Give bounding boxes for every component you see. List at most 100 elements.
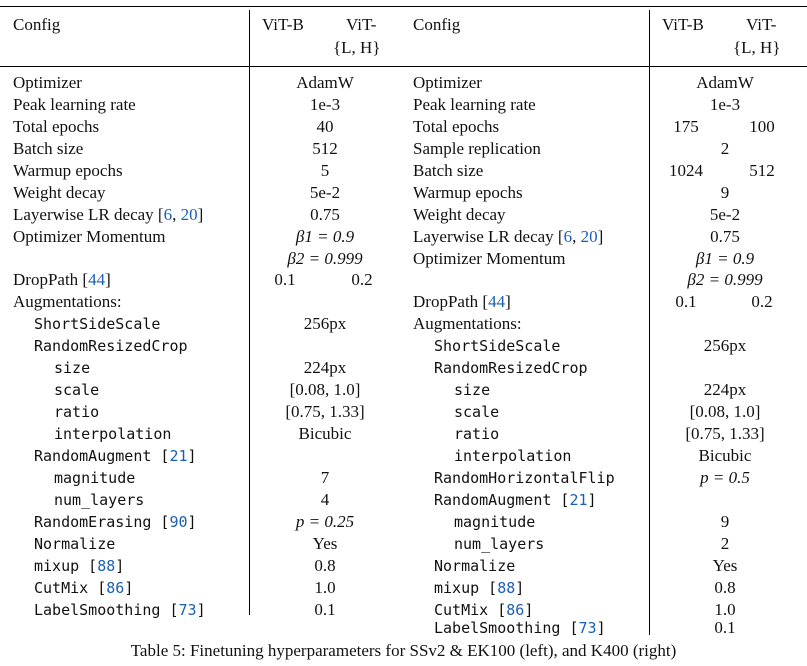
table-cell-value: 9	[720, 512, 730, 531]
label-text: mixup [	[434, 579, 498, 597]
table-row-label: RandomAugment [21]	[434, 489, 597, 511]
table-row-label: Optimizer Momentum	[413, 249, 566, 268]
label-bracket: ]	[115, 557, 125, 575]
table-cell-value: β1 = 0.9	[695, 249, 755, 268]
table-cell-value: 2	[720, 139, 730, 158]
citation-link[interactable]: 86	[506, 601, 525, 619]
table-row-label: ratio	[454, 425, 500, 443]
table-cell-value: 0.8	[714, 578, 736, 597]
citation-link[interactable]: 88	[97, 557, 116, 575]
citation-link[interactable]: 44	[88, 270, 106, 289]
left-header-config: Config	[13, 15, 61, 34]
table-cell-value: 1.0	[714, 600, 736, 619]
table-row-label: Weight decay	[413, 205, 506, 224]
citation-link[interactable]: 90	[169, 513, 188, 531]
table-cell-value-vitb: 0.1	[675, 292, 697, 311]
citation-link[interactable]: 73	[178, 601, 197, 619]
label-text: Layerwise LR decay [	[413, 227, 564, 246]
table-row-label: CutMix [86]	[34, 577, 133, 599]
label-text: RandomAugment [	[34, 447, 170, 465]
table-cell-value: β2 = 0.999	[287, 249, 363, 268]
citation-link[interactable]: 21	[169, 447, 188, 465]
left-header-vitb: ViT-B	[262, 15, 304, 34]
label-bracket: ]	[187, 513, 197, 531]
table-cell-value: 9	[720, 183, 730, 202]
label-bracket: ]	[515, 579, 525, 597]
table-cell-value: 0.75	[310, 205, 340, 224]
table-cell-value: AdamW	[296, 73, 354, 92]
label-bracket: ]	[524, 601, 534, 619]
citation-link[interactable]: 73	[578, 619, 597, 637]
table-row-label: Layerwise LR decay [6, 20]	[13, 204, 203, 226]
left-column-divider	[249, 10, 250, 615]
label-bracket: ]	[596, 619, 606, 637]
citation-link[interactable]: 6	[563, 227, 573, 246]
table-cell-value-vitb: 175	[673, 117, 699, 136]
table-row-label: DropPath [44]	[13, 269, 111, 291]
table-row-label: RandomResizedCrop	[434, 359, 588, 377]
table-row-label: RandomHorizontalFlip	[434, 469, 615, 487]
table-row-label: interpolation	[454, 447, 572, 465]
right-header-config: Config	[413, 15, 461, 34]
label-sep: ,	[572, 227, 581, 246]
label-text: mixup [	[34, 557, 98, 575]
table-cell-value: Yes	[712, 556, 738, 575]
table-row-label: Optimizer	[13, 73, 82, 92]
label-sep: ,	[172, 205, 181, 224]
table-row-label: LabelSmoothing [73]	[434, 617, 606, 639]
header-rule	[0, 66, 807, 67]
citation-link[interactable]: 20	[580, 227, 598, 246]
table-cell-value: Yes	[312, 534, 338, 553]
table-row-label: LabelSmoothing [73]	[34, 599, 206, 621]
right-header-vitb: ViT-B	[662, 15, 704, 34]
table-cell-value: 5e-2	[309, 183, 341, 202]
label-bracket: ]	[587, 491, 597, 509]
table-row-label: Layerwise LR decay [6, 20]	[413, 226, 603, 248]
table-cell-value: p = 0.5	[700, 468, 750, 487]
table-cell-value: 40	[316, 117, 334, 136]
table-row-label: num_layers	[54, 491, 145, 509]
table-row-label: Optimizer Momentum	[13, 227, 166, 246]
table-row-label: Total epochs	[13, 117, 100, 136]
citation-link[interactable]: 86	[106, 579, 125, 597]
table-cell-value: 512	[312, 139, 338, 158]
table-row-label: Augmentations:	[413, 314, 522, 333]
table-cell-value: Bicubic	[298, 424, 352, 443]
label-text: DropPath [	[13, 270, 89, 289]
citation-link[interactable]: 44	[488, 292, 506, 311]
table-row-label: Batch size	[413, 161, 484, 180]
label-bracket: ]	[124, 579, 134, 597]
left-header-vitl-line2: {L, H}	[333, 38, 381, 57]
label-text: CutMix [	[34, 579, 107, 597]
table-cell-value: [0.08, 1.0]	[289, 380, 361, 399]
table-cell-value: 0.75	[710, 227, 740, 246]
table-row-label: RandomAugment [21]	[34, 445, 197, 467]
table-row-label: ratio	[54, 403, 100, 421]
table-row-label: Normalize	[34, 535, 116, 553]
table-cell-value: 7	[320, 468, 330, 487]
label-bracket: ]	[197, 205, 204, 224]
table-row-label: magnitude	[454, 513, 536, 531]
table-row-label: Warmup epochs	[413, 183, 523, 202]
citation-link[interactable]: 20	[180, 205, 198, 224]
table-row-label: mixup [88]	[434, 577, 524, 599]
table-row-label: mixup [88]	[34, 555, 124, 577]
table-row-label: num_layers	[454, 535, 545, 553]
table-row-label: ShortSideScale	[434, 337, 561, 355]
table-cell-value: Bicubic	[698, 446, 752, 465]
table-cell-value: [0.08, 1.0]	[689, 402, 761, 421]
table-cell-value-vitb: 0.1	[274, 270, 296, 289]
label-text: LabelSmoothing [	[434, 619, 579, 637]
table-row-label: Optimizer	[413, 73, 482, 92]
table-cell-value: [0.75, 1.33]	[285, 402, 365, 421]
label-text: LabelSmoothing [	[34, 601, 179, 619]
table-cell-value: 0.8	[314, 556, 336, 575]
label-bracket: ]	[196, 601, 206, 619]
citation-link[interactable]: 6	[163, 205, 173, 224]
table-cell-value-vitl: 100	[749, 117, 775, 136]
table-row-label: Peak learning rate	[413, 95, 536, 114]
table-cell-value: 1e-3	[309, 95, 341, 114]
citation-link[interactable]: 88	[497, 579, 516, 597]
table-cell-value: 224px	[703, 380, 747, 399]
citation-link[interactable]: 21	[569, 491, 588, 509]
